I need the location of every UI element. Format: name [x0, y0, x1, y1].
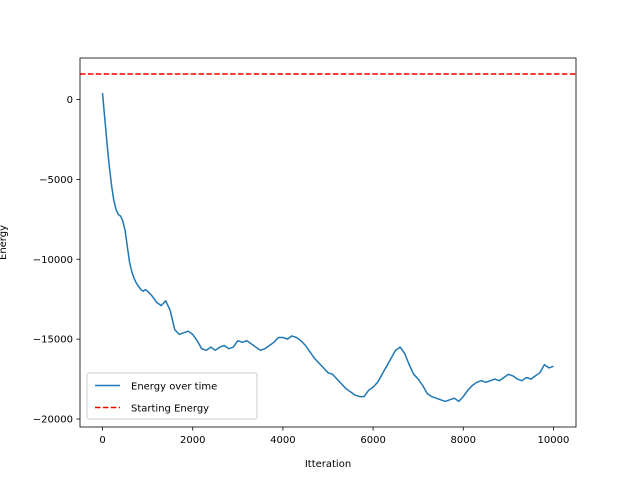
x-tick-label: 6000	[360, 435, 385, 446]
x-tick-label: 0	[99, 435, 105, 446]
plot-layer	[80, 73, 576, 403]
x-tick-label: 8000	[451, 435, 476, 446]
y-tick-label: −15000	[33, 335, 73, 346]
x-tick-label: 4000	[270, 435, 295, 446]
legend: Energy over time Starting Energy	[86, 372, 258, 420]
legend-box	[86, 372, 258, 420]
legend-label-starting-energy: Starting Energy	[131, 404, 209, 415]
axes-layer: 0 2000 4000 6000 8000 10000 0 −5000 −10000 −15000…	[33, 57, 577, 446]
y-tick-label: −10000	[33, 255, 73, 266]
y-axis-label: Energy	[0, 225, 9, 260]
y-tick-label: −20000	[33, 415, 73, 426]
x-axis-label: Itteration	[305, 459, 351, 470]
energy-series-line	[101, 93, 554, 403]
y-tick-label: −5000	[39, 175, 73, 186]
x-tick-label: 2000	[180, 435, 205, 446]
x-tick-label: 10000	[538, 435, 570, 446]
y-tick-label: 0	[67, 95, 73, 106]
legend-label-energy: Energy over time	[131, 382, 217, 393]
axes-frame	[79, 57, 577, 428]
